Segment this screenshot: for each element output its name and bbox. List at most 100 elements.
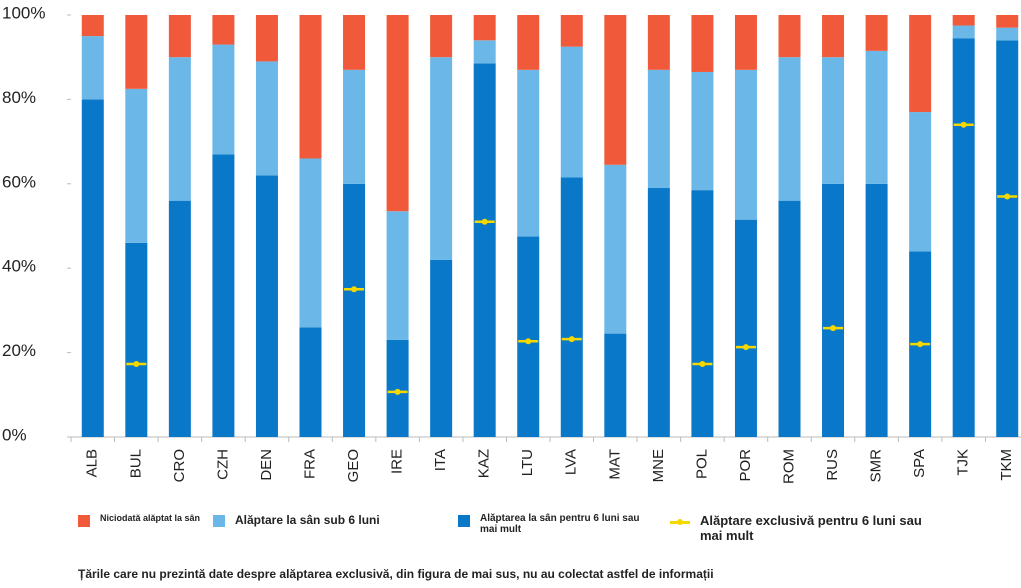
bar-segment (604, 15, 627, 165)
y-tick-label: 20% (2, 341, 36, 360)
exclusive-marker (474, 218, 495, 225)
bar-segment (343, 15, 366, 70)
bar-segment (996, 15, 1019, 28)
bar-segment (81, 15, 104, 37)
bar-segment (604, 164, 627, 334)
bar-segment (430, 15, 453, 58)
x-tick-label: SPA (911, 449, 928, 478)
bar-segment (255, 175, 278, 438)
exclusive-marker (692, 360, 713, 367)
bar-segment (473, 63, 496, 437)
bar-segment (168, 57, 191, 201)
bar-segment (386, 15, 409, 212)
bar-segment (734, 15, 757, 70)
bar-segment (691, 15, 714, 72)
y-tick-label: 0% (2, 425, 27, 444)
legend-item: Niciodată alăptat la sân (78, 513, 208, 527)
bar-segment (125, 242, 148, 437)
exclusive-marker (823, 325, 844, 332)
bar-segment (560, 15, 583, 47)
marker-dot (960, 121, 967, 128)
x-tick-label: CZH (214, 449, 231, 480)
legend-label: Niciodată alăptat la sân (100, 513, 201, 523)
bar-segment (560, 177, 583, 437)
bar-segment (386, 339, 409, 437)
x-tick-label: ALB (84, 449, 101, 477)
x-tick-label: ROM (780, 449, 797, 484)
x-tick-label: KAZ (476, 449, 493, 478)
bar-segment (517, 236, 540, 437)
bar-segment (168, 15, 191, 58)
bar-segment (909, 112, 932, 252)
x-tick-label: FRA (301, 449, 318, 479)
bar-segment (952, 38, 975, 438)
bar-segment (734, 69, 757, 220)
bar-segment (125, 15, 148, 89)
x-tick-label: MAT (606, 449, 623, 480)
bar-segment (299, 158, 322, 328)
x-tick-label: IRE (389, 449, 406, 474)
x-tick-label: LVA (563, 449, 580, 475)
x-tick-label: ITA (432, 449, 449, 471)
legend-swatch (670, 519, 690, 525)
bar-segment (125, 88, 148, 243)
legend-swatch (78, 515, 90, 527)
exclusive-marker (997, 193, 1018, 200)
y-tick-label: 80% (2, 88, 36, 107)
legend-label: Alăptarea la sân pentru 6 luni sau mai m… (480, 513, 640, 535)
bar-segment (822, 183, 845, 437)
bar-segment (212, 44, 235, 155)
legend: Niciodată alăptat la sân Alăptare la sân … (78, 513, 978, 563)
bar-segment (778, 15, 801, 58)
x-tick-label: TJK (955, 449, 972, 476)
bar-segment (822, 57, 845, 184)
marker-dot (351, 286, 358, 293)
bar-segment (734, 219, 757, 437)
bar-segment (299, 327, 322, 437)
exclusive-marker (561, 336, 582, 343)
x-tick-label: DEN (258, 449, 275, 481)
x-tick-label: POL (693, 449, 710, 479)
bar-segment (473, 40, 496, 64)
bar-segment (996, 27, 1019, 41)
bar-segment (647, 15, 670, 70)
legend-swatch (458, 515, 470, 527)
bar-segment (647, 69, 670, 189)
exclusive-marker (735, 344, 756, 351)
legend-label: Alăptare la sân sub 6 luni (235, 513, 380, 527)
bar-segment (212, 15, 235, 45)
y-tick-label: 100% (2, 3, 45, 22)
marker-dot (917, 341, 924, 348)
x-tick-label: GEO (345, 449, 362, 482)
bar-segment (952, 25, 975, 39)
exclusive-marker (910, 341, 931, 348)
marker-dot (1004, 193, 1011, 200)
bar-segment (996, 40, 1019, 437)
bar-segment (473, 15, 496, 41)
bar-segment (168, 200, 191, 437)
bar-segment (909, 15, 932, 113)
marker-dot (830, 325, 837, 332)
x-tick-label: POR (737, 449, 754, 482)
marker-dot (568, 336, 575, 343)
bar-segment (299, 15, 322, 159)
legend-label: Alăptare exclusivă pentru 6 luni sau mai… (700, 513, 922, 543)
exclusive-marker (518, 338, 539, 345)
x-tick-label: CRO (171, 449, 188, 482)
legend-item: Alăptare exclusivă pentru 6 luni sau mai… (670, 513, 930, 543)
x-tick-label: LTU (519, 449, 536, 476)
bar-segment (952, 15, 975, 26)
x-tick-label: SMR (868, 449, 885, 483)
bar-segment (212, 154, 235, 437)
y-tick-label: 40% (2, 257, 36, 276)
bar-segment (691, 190, 714, 437)
exclusive-marker (387, 388, 408, 395)
x-tick-label: RUS (824, 449, 841, 481)
bar-segment (560, 46, 583, 178)
footnote: Țările care nu prezintă date despre alăp… (78, 567, 714, 581)
marker-dot (133, 360, 140, 367)
bar-segment (691, 71, 714, 191)
bar-segment (430, 259, 453, 437)
bar-segment (343, 183, 366, 437)
